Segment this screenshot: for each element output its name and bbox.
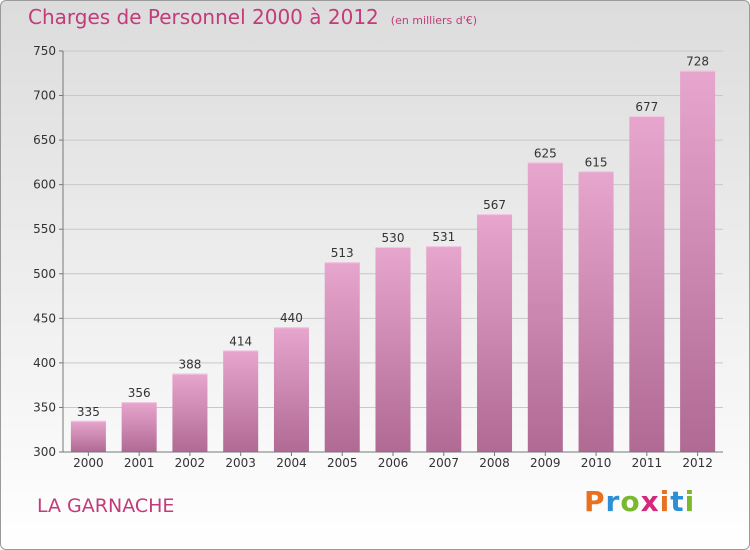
x-tick-label: 2003 — [225, 456, 256, 470]
x-tick-label: 2004 — [276, 456, 307, 470]
data-label: 513 — [331, 246, 354, 260]
brand-letter: t — [670, 485, 685, 518]
data-label: 388 — [178, 358, 201, 372]
bar — [223, 350, 259, 452]
data-label: 414 — [229, 334, 252, 348]
bars: 335 356 388 414 440 513 530 531 567 625 615 677 728 — [70, 55, 716, 453]
city-name: LA GARNACHE — [37, 495, 175, 517]
y-tick-label: 550 — [33, 222, 56, 236]
x-tick-label: 2009 — [530, 456, 561, 470]
data-label: 625 — [534, 146, 557, 160]
y-tick-label: 650 — [33, 133, 56, 147]
bar — [121, 402, 157, 452]
bar — [680, 70, 716, 453]
bar — [172, 373, 208, 452]
x-tick-label: 2011 — [632, 456, 663, 470]
y-tick-label: 450 — [33, 311, 56, 325]
x-axis: 2000 2001 2002 2003 2004 2005 2006 2007 2008 2009… — [63, 451, 723, 470]
data-label: 440 — [280, 311, 303, 325]
data-label: 356 — [128, 386, 151, 400]
bar — [477, 214, 513, 452]
y-tick-label: 400 — [33, 356, 56, 370]
data-label: 567 — [483, 198, 506, 212]
x-tick-label: 2001 — [124, 456, 155, 470]
bar — [527, 162, 563, 452]
brand-letter: i — [684, 485, 696, 518]
bar — [629, 116, 665, 452]
x-tick-label: 2010 — [581, 456, 612, 470]
y-tick-label: 350 — [33, 400, 56, 414]
brand-letter: i — [659, 485, 671, 518]
data-label: 615 — [585, 155, 608, 169]
y-axis: 300 350 400 450 500 550 600 650 700 750 — [33, 44, 64, 459]
y-tick-label: 700 — [33, 89, 56, 103]
brand-letter: r — [605, 485, 621, 518]
chart-subtitle: (en milliers d'€) — [390, 14, 478, 27]
x-tick-label: 2006 — [378, 456, 409, 470]
x-tick-label: 2002 — [175, 456, 206, 470]
bar — [273, 327, 309, 452]
x-tick-label: 2000 — [73, 456, 104, 470]
bar — [426, 246, 462, 452]
chart-title: Charges de Personnel 2000 à 2012 (en mill… — [28, 5, 477, 29]
x-tick-label: 2007 — [428, 456, 459, 470]
bar — [324, 262, 360, 452]
data-label: 531 — [432, 230, 455, 244]
bar — [70, 420, 106, 452]
brand-letter: o — [620, 485, 641, 518]
x-tick-label: 2008 — [479, 456, 510, 470]
y-tick-label: 300 — [33, 445, 56, 459]
data-label: 335 — [77, 405, 100, 419]
y-tick-label: 500 — [33, 267, 56, 281]
data-label: 530 — [382, 231, 405, 245]
brand-letter: x — [640, 485, 660, 518]
brand-logo: Proxiti — [584, 485, 695, 518]
y-tick-label: 600 — [33, 178, 56, 192]
bar — [375, 247, 411, 452]
x-tick-label: 2005 — [327, 456, 358, 470]
brand-letter: P — [584, 485, 606, 518]
bar — [578, 171, 614, 453]
chart-title-main: Charges de Personnel 2000 à 2012 — [28, 5, 379, 29]
y-tick-label: 750 — [33, 44, 56, 58]
data-label: 728 — [686, 55, 709, 69]
data-label: 677 — [635, 100, 658, 114]
x-tick-label: 2012 — [682, 456, 713, 470]
